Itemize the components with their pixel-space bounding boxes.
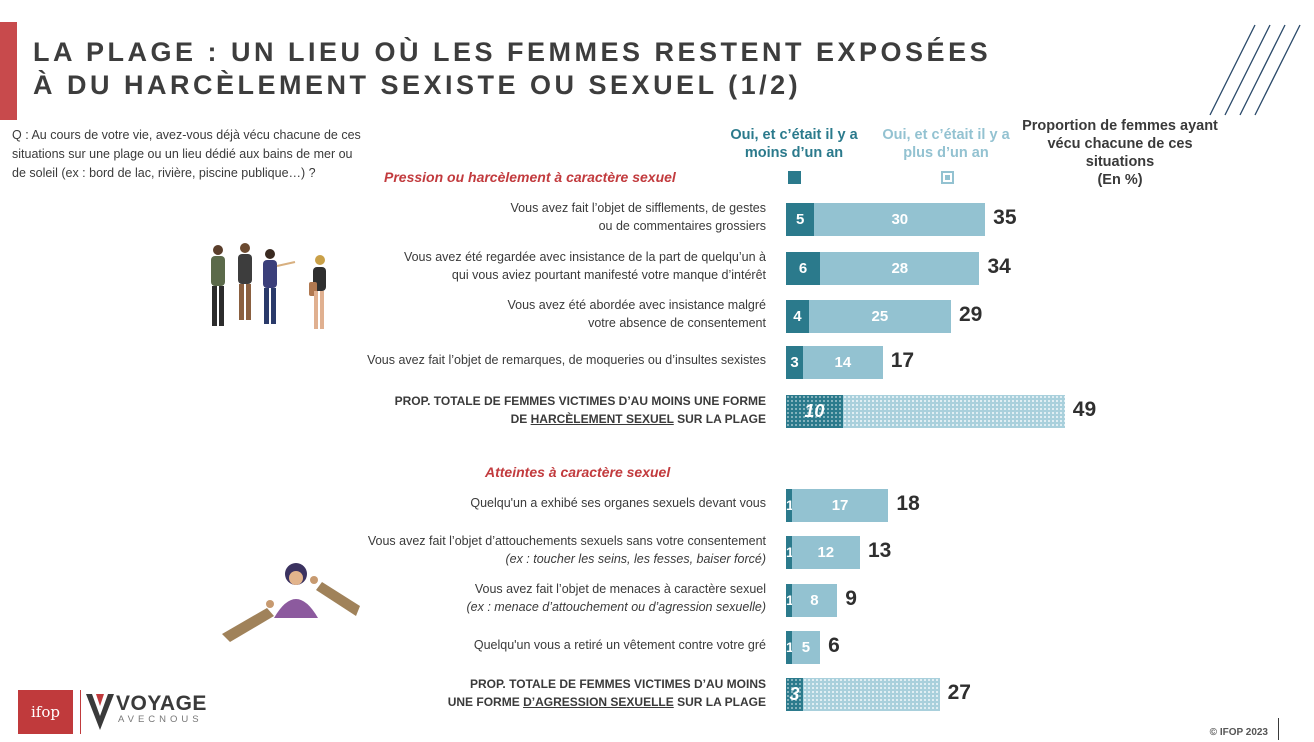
row-label-line-2: ou de commentaires grossiers <box>598 219 766 233</box>
bar-older: 17 <box>791 488 889 522</box>
logo-separator <box>80 690 81 734</box>
row-label-line: Vous avez été regardée avec insistance d… <box>403 250 766 264</box>
legend-older-label: Oui, et c’était il y a plus d’un an <box>882 127 1010 161</box>
summary-bar-recent: 3 <box>786 677 804 711</box>
bar-recent: 6 <box>786 251 821 285</box>
row-label-line-2: qui vous aviez pourtant manifesté votre … <box>451 268 766 282</box>
woman-hands-illustration-icon <box>222 563 360 642</box>
row-label: Vous avez fait l’objet de menaces à cara… <box>286 580 766 616</box>
row-label-line-2: (ex : toucher les seins, les fesses, bai… <box>505 552 766 566</box>
brand-name: VOYAGE <box>116 692 207 715</box>
summary-bar-rest <box>803 677 940 711</box>
summary-label: PROP. TOTALE DE FEMMES VICTIMES D’AU MOI… <box>286 392 766 428</box>
summary-label-post: SUR LA PLAGE <box>673 412 766 426</box>
bar-total-label: 29 <box>959 303 983 326</box>
bar-total-label: 18 <box>896 492 920 515</box>
copyright-divider <box>1278 718 1279 740</box>
bar-recent: 4 <box>786 299 809 333</box>
row-label: Vous avez fait l’objet d’attouchements s… <box>286 532 766 568</box>
bar-recent: 5 <box>786 202 815 236</box>
summary-label-line: PROP. TOTALE DE FEMMES VICTIMES D’AU MOI… <box>394 394 766 408</box>
legend-unit: (En %) <box>1097 172 1143 188</box>
legend-total-label: Proportion de femmes ayant vécu chacune … <box>1022 117 1218 189</box>
bar-total-label: 35 <box>993 206 1017 229</box>
row-label: Quelqu'un a exhibé ses organes sexuels d… <box>286 494 766 512</box>
summary-label-emphasis: D’AGRESSION SEXUELLE <box>523 695 674 709</box>
title-line-1: LA PLAGE : UN LIEU OÙ LES FEMMES RESTENT… <box>33 37 992 67</box>
accent-bar <box>0 22 17 120</box>
copyright: © IFOP 2023 <box>1209 727 1268 738</box>
row-label-line: Quelqu'un a exhibé ses organes sexuels d… <box>470 496 766 510</box>
row-label-line: Quelqu'un vous a retiré un vêtement cont… <box>473 638 766 652</box>
row-label-line: Vous avez fait l’objet d’attouchements s… <box>367 534 766 548</box>
bar-total-label: 9 <box>845 587 857 610</box>
bar-recent: 1 <box>786 535 794 569</box>
row-label-line: Vous avez fait l’objet de menaces à cara… <box>474 582 766 596</box>
summary-label-emphasis: HARCÈLEMENT SEXUEL <box>530 412 674 426</box>
summary-total-label: 27 <box>947 681 971 704</box>
legend-older-swatch <box>941 171 954 184</box>
summary-bar-recent: 10 <box>786 394 843 428</box>
bar-older: 8 <box>791 583 838 617</box>
row-label: Vous avez été regardée avec insistance d… <box>286 248 766 284</box>
people-group-illustration-icon <box>211 243 326 329</box>
summary-label-post: SUR LA PLAGE <box>673 695 766 709</box>
row-label: Quelqu'un vous a retiré un vêtement cont… <box>286 636 766 654</box>
bar-older: 5 <box>791 630 821 664</box>
bar-recent: 1 <box>786 488 794 522</box>
summary-label: PROP. TOTALE DE FEMMES VICTIMES D’AU MOI… <box>286 675 766 711</box>
row-label-line: Vous avez fait l’objet de remarques, de … <box>367 353 766 367</box>
bar-older: 12 <box>791 535 860 569</box>
bar-total-label: 13 <box>867 539 892 562</box>
bar-older: 28 <box>820 251 980 285</box>
bar-total-label: 17 <box>890 349 915 372</box>
title-line-2: À DU HARCÈLEMENT SEXISTE OU SEXUEL (1/2) <box>33 70 802 100</box>
bar-total-label: 34 <box>987 255 1011 278</box>
bar-older: 14 <box>803 345 883 379</box>
bar-older: 30 <box>814 202 986 236</box>
ifop-logo: ifop <box>18 690 73 734</box>
bar-total-label: 6 <box>828 634 840 657</box>
row-label: Vous avez été abordée avec insistance ma… <box>286 296 767 332</box>
voyage-logo-icon <box>86 694 114 730</box>
row-label: Vous avez fait l’objet de sifflements, d… <box>286 199 766 235</box>
row-label: Vous avez fait l’objet de remarques, de … <box>286 351 766 369</box>
legend-recent-label: Oui, et c’était il y a moins d’un an <box>730 127 858 161</box>
summary-total-label: 49 <box>1072 398 1097 421</box>
legend-total-text: Proportion de femmes ayant vécu chacune … <box>1022 118 1218 170</box>
summary-label-pre: DE <box>510 412 531 426</box>
row-label-line: Vous avez été abordée avec insistance ma… <box>507 298 767 312</box>
legend-recent-swatch <box>788 171 801 184</box>
bar-recent: 1 <box>786 583 794 617</box>
summary-bar-rest <box>842 394 1065 428</box>
bar-recent: 3 <box>786 345 804 379</box>
section-title-harassment: Pression ou harcèlement à caractère sexu… <box>384 169 676 185</box>
survey-question: Q : Au cours de votre vie, avez-vous déj… <box>12 128 361 180</box>
page-title: LA PLAGE : UN LIEU OÙ LES FEMMES RESTENT… <box>33 36 991 102</box>
section-title-assault: Atteintes à caractère sexuel <box>485 464 671 480</box>
bar-older: 25 <box>808 299 951 333</box>
summary-label-pre: UNE FORME <box>447 695 524 709</box>
row-label-line-2: (ex : menace d’attouchement ou d’agressi… <box>466 600 766 614</box>
summary-label-line: PROP. TOTALE DE FEMMES VICTIMES D’AU MOI… <box>469 677 766 691</box>
decorative-lines-icon <box>1209 24 1301 116</box>
row-label-line: Vous avez fait l’objet de sifflements, d… <box>510 201 766 215</box>
bar-recent: 1 <box>786 630 794 664</box>
row-label-line-2: votre absence de consentement <box>588 316 766 330</box>
brand-subtitle: AVECNOUS <box>118 714 203 725</box>
